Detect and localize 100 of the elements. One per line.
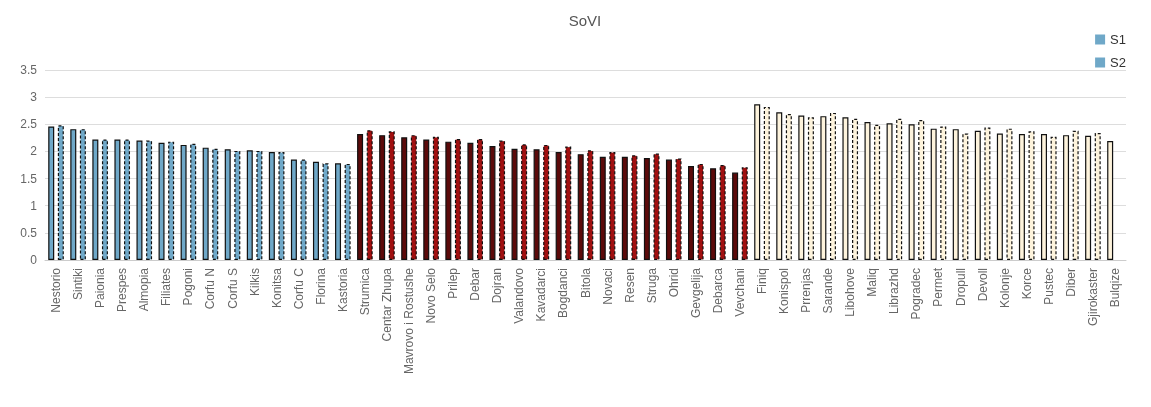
bar [587, 150, 594, 260]
bar [918, 119, 925, 260]
bar [952, 129, 959, 260]
bar [555, 151, 562, 260]
bar [599, 156, 606, 260]
bar [807, 117, 814, 260]
bar [499, 140, 506, 260]
x-tick-label: Libohove [843, 267, 858, 317]
x-tick-label: Dojran [490, 268, 505, 304]
bar [577, 154, 584, 260]
x-tick-label: Korce [1019, 267, 1034, 300]
bar [631, 155, 638, 260]
bar [864, 122, 871, 260]
bar [92, 139, 99, 260]
x-tick-label: Bogdanci [556, 268, 571, 319]
x-tick-label: Ohrid [666, 268, 681, 298]
x-tick-label: Gevgelija [688, 267, 703, 319]
x-tick-label: Novo Selo [424, 267, 439, 324]
bar [697, 163, 704, 260]
bar [489, 146, 496, 260]
bar [101, 139, 108, 260]
y-tick-label: 0.5 [20, 225, 38, 240]
bar [445, 141, 452, 260]
legend-label: S1 [1110, 32, 1127, 47]
x-tick-label: Nestorio [49, 267, 64, 313]
bar [136, 140, 143, 260]
bar [124, 139, 131, 260]
chart-title: SoVI [568, 12, 602, 29]
y-tick-label: 2.5 [20, 117, 38, 132]
bar [820, 116, 827, 260]
bar [511, 148, 518, 260]
bar [202, 147, 209, 260]
y-tick-label: 3.5 [20, 63, 38, 77]
bar [366, 130, 373, 260]
x-tick-label: Gjirokaster [1085, 268, 1100, 327]
bar [533, 149, 540, 260]
x-tick-label: Almopia [137, 267, 152, 312]
bar [974, 130, 981, 260]
bar [1028, 131, 1035, 260]
bar [79, 129, 86, 260]
bar [48, 126, 55, 260]
x-tick-label: Filiates [159, 268, 174, 307]
bar [344, 163, 351, 260]
bar [962, 133, 969, 260]
x-tick-label: Librazhd [887, 268, 902, 315]
x-tick-label: Mavrovo i Rostushe [402, 267, 417, 375]
bar [379, 135, 386, 260]
bar [190, 143, 197, 260]
bar [476, 138, 483, 260]
x-tick-label: Vevchani [732, 268, 747, 317]
bar [70, 129, 77, 260]
x-tick-label: Sintiki [71, 268, 86, 301]
bar [754, 104, 761, 260]
x-tick-label: Strumica [357, 267, 372, 316]
x-tick-label: Kastoria [335, 267, 350, 313]
x-tick-label: Prrenjas [799, 268, 814, 313]
bar [930, 128, 937, 260]
bar [114, 139, 121, 260]
x-tick-label: Kolonje [997, 267, 1012, 309]
x-tick-label: Valandovo [512, 267, 527, 324]
bar [621, 156, 628, 260]
x-tick-label: Resen [622, 268, 637, 303]
x-tick-label: Kavadarci [534, 268, 549, 322]
bar [388, 131, 395, 260]
x-tick-label: Debarca [710, 267, 725, 314]
bar [180, 144, 187, 260]
bar [984, 127, 991, 260]
bar [1072, 130, 1079, 260]
y-tick-label: 0 [30, 253, 38, 267]
bar [710, 168, 717, 260]
bar [996, 133, 1003, 260]
bar [852, 118, 859, 260]
bar [146, 140, 153, 260]
bar [467, 142, 474, 260]
bar [212, 148, 219, 260]
bar [357, 134, 364, 260]
bar [886, 123, 893, 260]
bar [1018, 134, 1025, 260]
bar [908, 124, 915, 260]
x-tick-label: Konitsa [269, 267, 284, 309]
bar [798, 115, 805, 260]
legend-label: S2 [1110, 55, 1127, 70]
bar [940, 126, 947, 260]
x-tick-label: Corfu N [203, 268, 218, 310]
x-tick-label: Pogoni [181, 268, 196, 306]
bar [675, 158, 682, 260]
bar [521, 144, 528, 260]
x-tick-label: Struga [644, 267, 659, 304]
x-tick-label: Permet [931, 267, 946, 307]
bar [896, 118, 903, 260]
bar [732, 172, 739, 260]
y-tick-label: 3 [30, 90, 38, 105]
bar [401, 137, 408, 260]
bar [609, 151, 616, 260]
x-tick-label: Corfu C [291, 267, 306, 310]
bar [57, 125, 64, 260]
bar [454, 138, 461, 260]
bar [224, 149, 231, 260]
bar [168, 141, 175, 260]
bar [543, 144, 550, 260]
